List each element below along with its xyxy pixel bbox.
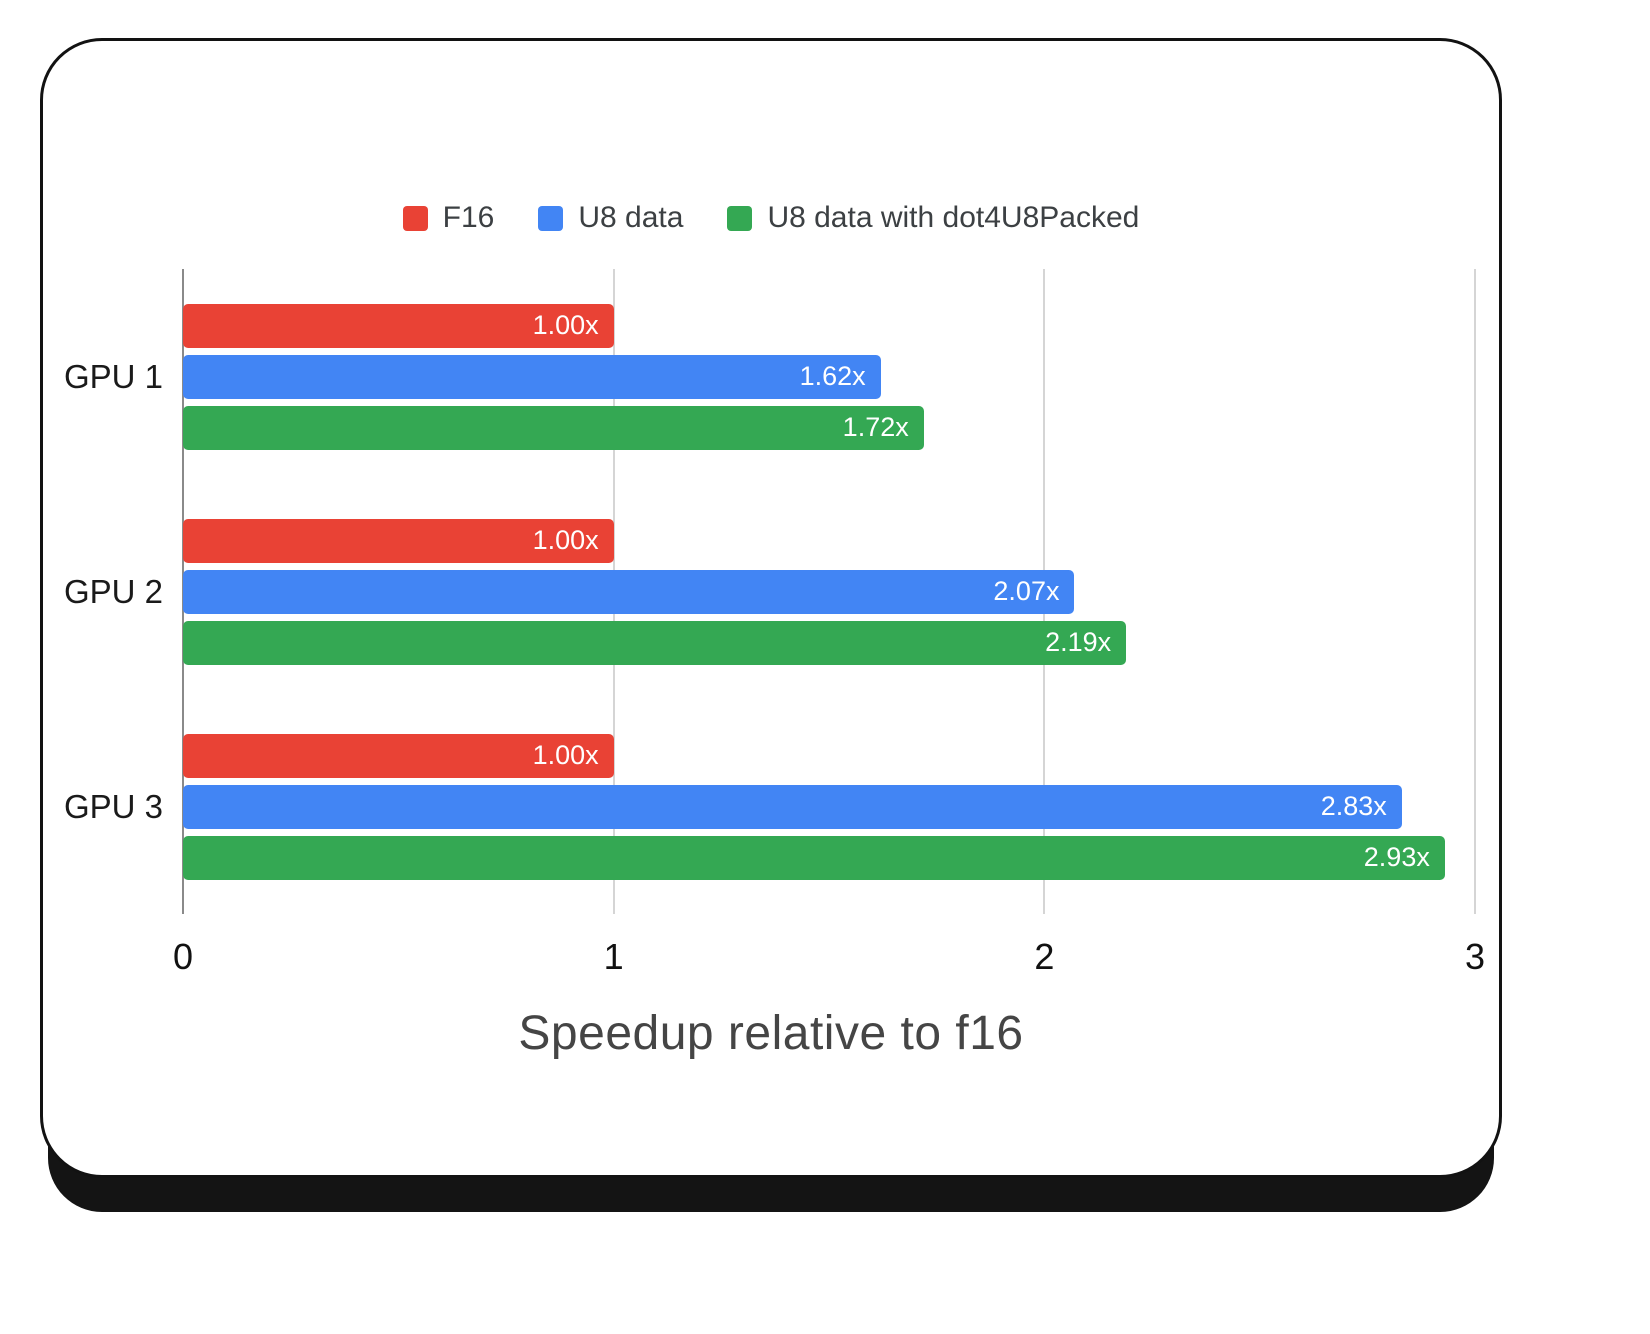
legend-swatch-icon [727,205,753,231]
bar-group: GPU 2 1.00x 2.07x 2.19x [64,484,1475,699]
bar-value-label: 2.93x [1363,842,1430,872]
bar-value-label: 2.19x [1045,627,1112,657]
bar: 2.07x [183,569,1075,614]
legend-swatch-icon [402,205,428,231]
legend-label: U8 data with dot4U8Packed [767,201,1140,234]
gridline [1474,269,1476,914]
category-label: GPU 3 [63,787,163,825]
bar: 1.00x [183,303,614,348]
bar: 1.00x [183,733,614,778]
legend: F16 U8 data U8 data with dot4U8Packed [43,201,1499,235]
legend-item: U8 data [538,201,683,235]
bar: 1.62x [183,354,881,399]
bar-value-label: 2.83x [1320,791,1387,821]
bar-value-label: 1.00x [532,740,599,770]
plot-area: GPU 1 1.00x 1.62x 1.72x GPU 2 1.00x 2.07x 2.19x… [64,269,1476,914]
legend-item: F16 [402,201,495,235]
x-tick-label: 3 [1464,936,1486,977]
bar-value-label: 2.07x [993,576,1060,606]
legend-item: U8 data with dot4U8Packed [727,201,1139,235]
bar-group: GPU 1 1.00x 1.62x 1.72x [64,269,1475,484]
legend-label: U8 data [578,201,684,234]
x-tick-label: 1 [603,936,624,977]
bar: 2.93x [183,835,1445,880]
x-tick-label: 0 [172,936,194,977]
bar: 2.83x [183,784,1402,829]
legend-label: F16 [442,201,495,234]
x-tick-label: 2 [1034,936,1055,977]
bar-value-label: 1.62x [799,361,866,391]
bar: 2.19x [183,620,1127,665]
bar-group: GPU 3 1.00x 2.83x 2.93x [64,699,1475,914]
x-axis-title: Speedup relative to f16 [518,1007,1024,1060]
category-label: GPU 2 [63,572,163,610]
bar: 1.72x [183,405,924,450]
bar-value-label: 1.00x [532,525,599,555]
category-label: GPU 1 [63,357,163,395]
bar-value-label: 1.00x [532,310,599,340]
bar: 1.00x [183,518,614,563]
x-axis-ticks: 0 1 2 3 [173,914,1485,980]
legend-swatch-icon [538,205,564,231]
chart-card: F16 U8 data U8 data with dot4U8Packed GPU … [40,38,1502,1178]
bar-value-label: 1.72x [842,412,909,442]
